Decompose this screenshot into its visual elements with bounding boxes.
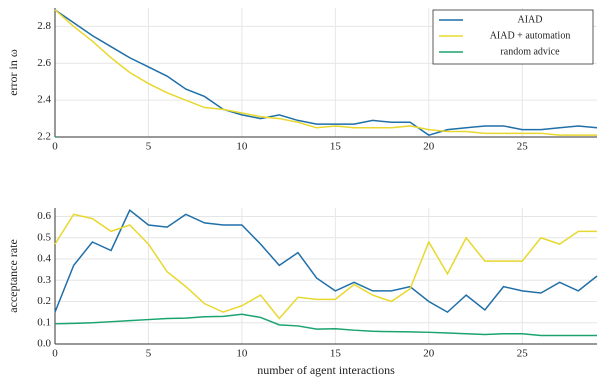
x-tick-label: 0 [52,141,58,153]
series-line [54,208,598,314]
y-tick-label: 0.3 [37,274,51,286]
y-tick-label: 0.1 [37,316,51,328]
series-line [54,313,597,337]
x-tick-label: 20 [423,348,435,360]
x-tick-label: 5 [146,141,152,153]
x-tick-label: 25 [517,141,529,153]
y-tick-label: 2.6 [37,57,51,69]
y-tick-label: 0.4 [37,253,51,265]
series-line [54,9,597,136]
x-tick-label: 10 [236,348,248,360]
y-tick-label: 2.4 [37,94,51,106]
x-axis-label: number of agent interactions [257,363,395,377]
series-line [54,213,597,320]
legend-label: AIAD [518,14,543,25]
y-tick-label: 0.0 [37,338,51,350]
y-tick-label: 0.6 [37,210,51,222]
y-axis-label: acceptance rate [6,239,20,313]
legend-box [432,9,594,65]
y-axis-label: error in ω [6,49,20,96]
y-tick-label: 0.2 [37,295,51,307]
x-tick-label: 25 [517,348,529,360]
series-line [54,9,598,136]
y-tick-label: 2.2 [37,131,51,143]
x-tick-label: 15 [330,141,342,153]
x-tick-label: 10 [236,141,248,153]
y-tick-label: 0.5 [37,231,51,243]
legend-label: AIAD + automation [490,30,571,41]
x-tick-label: 20 [423,141,435,153]
y-tick-label: 2.8 [37,20,51,32]
x-tick-label: 15 [330,348,342,360]
x-tick-label: 5 [146,348,152,360]
legend-label: random advice [500,46,560,57]
x-tick-label: 0 [52,348,58,360]
